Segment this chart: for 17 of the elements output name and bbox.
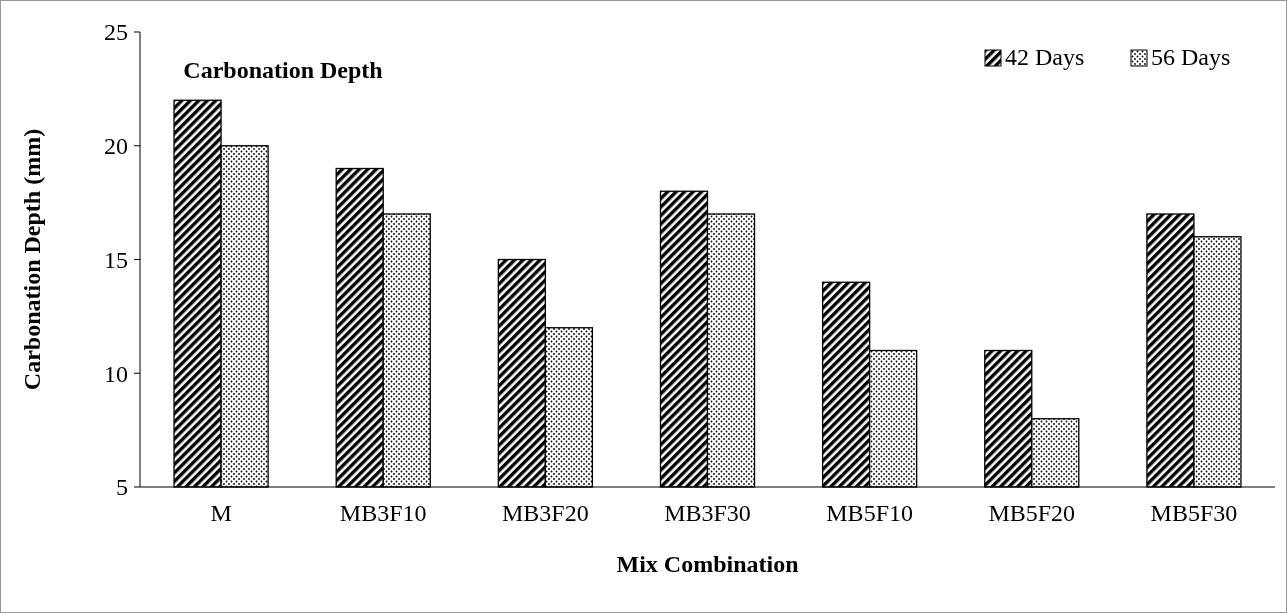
y-tick-label: 5 bbox=[116, 474, 128, 501]
x-tick-label: MB5F30 bbox=[1150, 500, 1238, 526]
x-tick-label: MB3F20 bbox=[502, 500, 589, 526]
y-tick-label: 20 bbox=[104, 133, 128, 160]
legend-label: 42 Days bbox=[1005, 44, 1085, 70]
y-tick-label: 10 bbox=[104, 360, 128, 387]
x-axis-title: Mix Combination bbox=[616, 551, 799, 577]
y-tick-label: 15 bbox=[104, 246, 128, 273]
x-tick-label: MB5F10 bbox=[826, 500, 913, 526]
x-tick-label: MB5F20 bbox=[988, 500, 1076, 526]
y-tick-label: 25 bbox=[104, 19, 128, 46]
x-tick-label: MB3F10 bbox=[339, 500, 427, 526]
x-tick-label: MB3F30 bbox=[664, 500, 751, 526]
text: Carbonation Depth bbox=[183, 57, 383, 83]
y-axis-title: Carbonation Depth (mm) bbox=[19, 128, 45, 391]
legend-label: 56 Days bbox=[1151, 44, 1231, 70]
x-tick-label: M bbox=[210, 500, 232, 526]
